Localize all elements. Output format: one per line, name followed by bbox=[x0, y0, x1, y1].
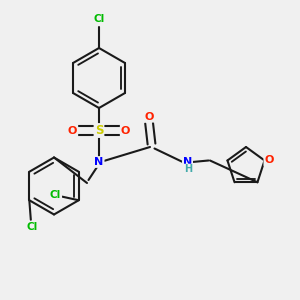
Text: N: N bbox=[183, 157, 192, 167]
Text: N: N bbox=[94, 157, 103, 167]
Text: Cl: Cl bbox=[50, 190, 61, 200]
Text: Cl: Cl bbox=[26, 222, 37, 232]
Text: S: S bbox=[95, 124, 103, 137]
Text: O: O bbox=[121, 125, 130, 136]
Text: O: O bbox=[264, 155, 274, 166]
Text: H: H bbox=[184, 164, 192, 175]
Text: Cl: Cl bbox=[93, 14, 105, 25]
Text: O: O bbox=[144, 112, 154, 122]
Text: O: O bbox=[68, 125, 77, 136]
